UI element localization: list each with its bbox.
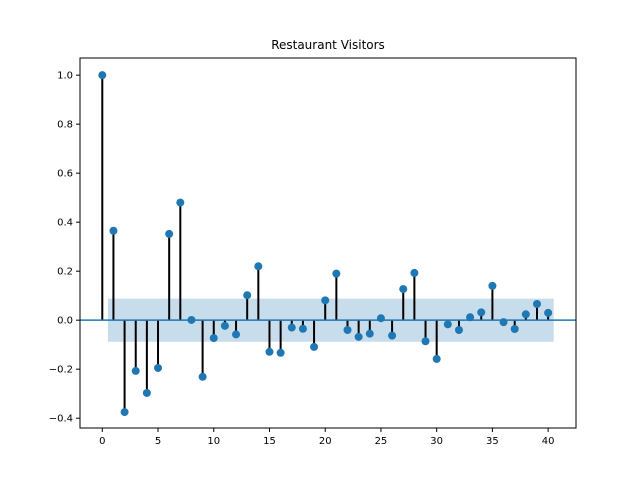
marker-lag-17 bbox=[287, 323, 296, 332]
chart-title: Restaurant Visitors bbox=[271, 38, 385, 52]
marker-lag-23 bbox=[354, 332, 363, 341]
marker-lag-4 bbox=[142, 388, 151, 397]
axes-frame bbox=[79, 57, 577, 429]
y-tick-label-0: −0.4 bbox=[49, 414, 73, 425]
marker-lag-34 bbox=[477, 308, 486, 317]
y-tick-label-6: 0.8 bbox=[57, 120, 73, 131]
x-ticks: 0 5 10 15 20 25 30 35 40 bbox=[99, 428, 555, 447]
marker-lag-18 bbox=[298, 324, 307, 333]
x-tick-label-35: 35 bbox=[486, 436, 499, 447]
marker-lag-30 bbox=[432, 354, 441, 363]
markers-layer bbox=[98, 71, 553, 417]
marker-lag-10 bbox=[209, 334, 218, 343]
x-tick-label-20: 20 bbox=[319, 436, 332, 447]
marker-lag-14 bbox=[254, 262, 263, 271]
marker-lag-37 bbox=[510, 325, 519, 334]
marker-lag-28 bbox=[410, 268, 419, 277]
marker-lag-38 bbox=[521, 310, 530, 319]
y-tick-label-4: 0.4 bbox=[57, 218, 73, 229]
marker-lag-1 bbox=[109, 226, 118, 235]
y-tick-label-3: 0.2 bbox=[57, 267, 73, 278]
y-tick-label-1: −0.2 bbox=[49, 365, 73, 376]
marker-lag-19 bbox=[310, 342, 319, 351]
marker-lag-29 bbox=[421, 337, 430, 346]
marker-lag-8 bbox=[187, 315, 196, 324]
x-tick-label-25: 25 bbox=[375, 436, 388, 447]
marker-lag-27 bbox=[399, 285, 408, 294]
y-tick-label-2: 0.0 bbox=[57, 316, 73, 327]
marker-lag-35 bbox=[488, 281, 497, 290]
marker-lag-11 bbox=[220, 321, 229, 330]
marker-lag-12 bbox=[232, 330, 241, 339]
marker-lag-24 bbox=[365, 329, 374, 338]
marker-lag-6 bbox=[165, 229, 174, 238]
x-tick-label-5: 5 bbox=[155, 436, 161, 447]
marker-lag-9 bbox=[198, 372, 207, 381]
marker-lag-36 bbox=[499, 318, 508, 327]
marker-lag-2 bbox=[120, 408, 129, 417]
marker-lag-40 bbox=[544, 308, 553, 317]
marker-lag-13 bbox=[243, 291, 252, 300]
x-tick-label-0: 0 bbox=[99, 436, 105, 447]
marker-lag-31 bbox=[443, 320, 452, 329]
marker-lag-21 bbox=[332, 269, 341, 278]
x-tick-label-40: 40 bbox=[542, 436, 555, 447]
marker-lag-5 bbox=[154, 363, 163, 372]
marker-lag-7 bbox=[176, 198, 185, 207]
marker-lag-3 bbox=[131, 366, 140, 375]
x-tick-label-10: 10 bbox=[207, 436, 220, 447]
x-tick-label-15: 15 bbox=[263, 436, 276, 447]
marker-lag-16 bbox=[276, 348, 285, 357]
marker-lag-15 bbox=[265, 347, 274, 356]
marker-lag-32 bbox=[454, 325, 463, 334]
marker-lag-20 bbox=[321, 296, 330, 305]
marker-lag-33 bbox=[466, 313, 475, 322]
x-tick-label-30: 30 bbox=[430, 436, 443, 447]
y-tick-label-5: 0.6 bbox=[57, 169, 73, 180]
y-tick-label-7: 1.0 bbox=[57, 71, 73, 82]
marker-lag-26 bbox=[388, 331, 397, 340]
marker-lag-22 bbox=[343, 325, 352, 334]
axes-layer bbox=[79, 57, 577, 429]
marker-lag-25 bbox=[376, 314, 385, 323]
y-ticks: −0.4 −0.2 0.0 0.2 0.4 0.6 0.8 1.0 bbox=[49, 71, 80, 425]
marker-lag-0 bbox=[98, 71, 107, 80]
marker-lag-39 bbox=[532, 300, 541, 309]
